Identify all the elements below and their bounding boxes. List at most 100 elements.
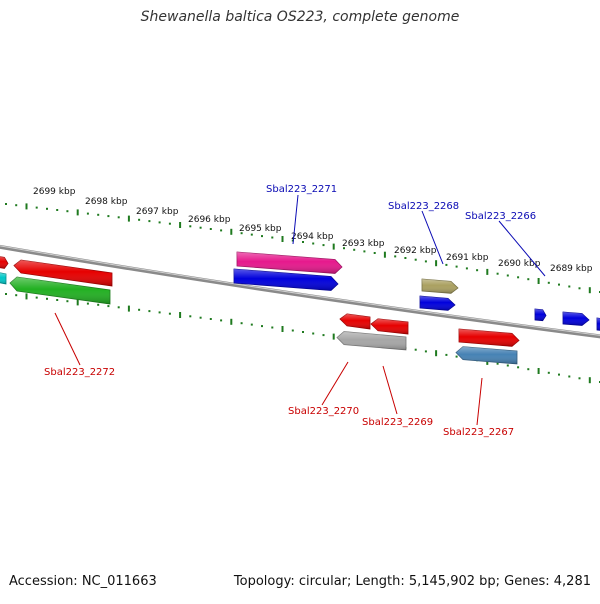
gene-arrow-shading <box>10 277 110 304</box>
scale-major-tick <box>435 260 438 267</box>
tick-label: 2696 kbp <box>188 215 231 225</box>
scale-major-tick <box>76 209 79 216</box>
gene-label-sbal223-2268: Sbal223_2268 <box>388 201 459 212</box>
scale-dot <box>302 241 304 243</box>
gene-arrow-shading <box>459 329 519 347</box>
genome-backbone-highlight <box>0 245 600 336</box>
scale-major-tick <box>127 305 130 312</box>
gene-arrow-shading <box>456 346 517 364</box>
gene-arrow-shading <box>563 312 589 326</box>
scale-dot <box>302 331 304 333</box>
scale-dot <box>158 311 161 314</box>
scale-dot <box>353 248 356 251</box>
scale-dot <box>424 350 427 353</box>
scale-major-tick <box>332 333 335 340</box>
scale-dot <box>291 329 294 332</box>
leader-line-sbal223-2267 <box>476 377 483 426</box>
scale-dot <box>15 294 18 297</box>
scale-dot <box>414 348 417 351</box>
scale-dot <box>568 375 571 378</box>
scale-dot <box>291 239 294 242</box>
gene-arrow-shading <box>422 279 458 294</box>
scale-dot <box>148 220 151 223</box>
scale-dot <box>455 355 458 358</box>
gene-arrow <box>370 318 409 335</box>
scale-dot <box>250 323 253 326</box>
gene-label-sbal223-2272: Sbal223_2272 <box>44 367 115 378</box>
scale-dot <box>404 257 407 259</box>
genome-backbone <box>0 244 600 339</box>
scale-dot <box>107 305 110 308</box>
tick-label: 2697 kbp <box>136 207 179 217</box>
scale-dot <box>199 226 202 229</box>
scale-major-tick <box>435 350 438 357</box>
scale-dot <box>568 285 571 288</box>
scale-dot <box>312 242 315 245</box>
scale-dot <box>56 209 59 211</box>
scale-dot <box>578 377 581 380</box>
tick-label: 2689 kbp <box>550 264 593 274</box>
scale-dot <box>445 353 448 356</box>
scale-major-tick <box>537 368 540 374</box>
scale-dot <box>117 216 120 219</box>
scale-dot <box>35 296 38 299</box>
scale-dot <box>199 316 202 319</box>
tick-label: 2699 kbp <box>33 187 76 197</box>
scale-major-tick <box>25 203 28 210</box>
scale-dot <box>46 207 48 210</box>
gene-label-sbal223-2266: Sbal223_2266 <box>465 211 536 222</box>
scale-dot <box>138 218 141 221</box>
scale-dot <box>86 302 89 305</box>
gene-label-sbal223-2270: Sbal223_2270 <box>288 406 359 417</box>
scale-dot <box>189 225 192 228</box>
gene-arrow-shading <box>0 272 6 284</box>
gene-arrow <box>458 328 520 347</box>
scale-dot <box>558 373 560 376</box>
gene-arrow <box>233 268 339 291</box>
scale-dot <box>5 293 7 295</box>
tick-label: 2693 kbp <box>342 239 385 249</box>
gene-arrow <box>339 313 371 330</box>
scale-dot <box>527 368 530 371</box>
scale-dot <box>158 221 161 224</box>
scale-major-tick <box>127 215 130 222</box>
scale-dot <box>209 318 212 320</box>
scale-dot <box>343 247 345 250</box>
scale-dot <box>15 204 18 207</box>
scale-major-tick <box>588 287 591 294</box>
gene-arrow <box>455 346 518 365</box>
gene-features <box>0 251 600 365</box>
scale-dot <box>322 334 325 337</box>
gene-arrow <box>596 317 600 331</box>
gene-arrow-shading <box>535 309 546 321</box>
scale-major-tick <box>332 243 335 250</box>
scale-major-tick <box>281 236 284 242</box>
scale-dot <box>506 364 509 367</box>
gene-arrow-shading <box>340 313 370 329</box>
scale-dot <box>424 260 427 263</box>
leader-line-sbal223-2270 <box>321 361 349 406</box>
gene-arrow <box>562 311 590 326</box>
scale-major-tick <box>281 326 284 332</box>
upper-scale-dots <box>5 203 600 294</box>
scale-dot <box>496 272 499 275</box>
scale-dot <box>517 276 520 279</box>
scale-dot <box>35 206 38 209</box>
scale-dot <box>394 255 397 258</box>
leader-line-sbal223-2266 <box>498 220 546 277</box>
genome-title: Shewanella baltica OS223, complete genom… <box>140 9 460 25</box>
scale-dot <box>86 212 89 215</box>
gene-label-sbal223-2269: Sbal223_2269 <box>362 417 433 428</box>
label-leader-lines <box>54 194 546 426</box>
gene-arrow <box>0 272 7 285</box>
gene-arrow <box>421 278 459 294</box>
scale-dot <box>5 203 7 205</box>
scale-dot <box>209 228 212 230</box>
scale-major-tick <box>486 268 489 275</box>
scale-dot <box>168 312 171 315</box>
tick-label: 2698 kbp <box>85 197 128 207</box>
scale-dot <box>97 213 100 216</box>
scale-dot <box>455 265 458 268</box>
scale-dot <box>46 297 48 300</box>
scale-dot <box>107 215 110 218</box>
